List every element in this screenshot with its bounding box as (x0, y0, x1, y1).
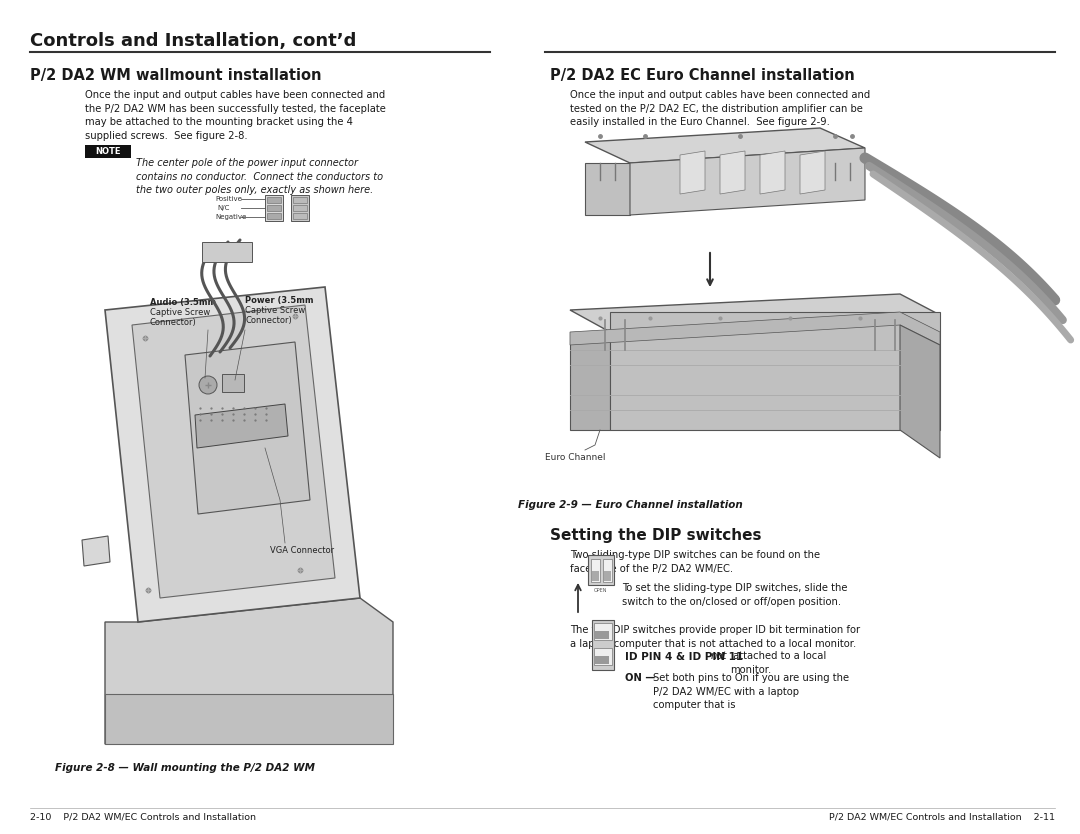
Text: Negative: Negative (215, 214, 246, 220)
Text: Setting the DIP switches: Setting the DIP switches (550, 528, 761, 543)
Text: OPEN: OPEN (594, 588, 608, 593)
Polygon shape (132, 305, 335, 598)
Bar (293, 197, 307, 203)
Circle shape (199, 376, 217, 394)
Bar (267, 213, 281, 219)
Text: Positive: Positive (215, 196, 242, 202)
Text: Power (3.5mm: Power (3.5mm (245, 296, 313, 305)
Bar (591, 559, 600, 582)
Polygon shape (680, 151, 705, 194)
Polygon shape (105, 287, 360, 622)
Polygon shape (800, 151, 825, 194)
Text: NOTE: NOTE (95, 147, 121, 156)
Text: Connector): Connector) (245, 316, 292, 325)
Polygon shape (570, 312, 940, 345)
Polygon shape (185, 342, 310, 514)
Bar (222, 374, 244, 392)
Bar (595, 656, 609, 664)
Text: VGA Connector: VGA Connector (270, 546, 334, 555)
Text: not: not (711, 651, 727, 661)
Bar (202, 242, 252, 262)
Text: 2-10    P/2 DA2 WM/EC Controls and Installation: 2-10 P/2 DA2 WM/EC Controls and Installa… (30, 812, 256, 821)
Text: The center pole of the power input connector
contains no conductor.  Connect the: The center pole of the power input conne… (136, 158, 383, 195)
Text: Set both pins to On if you are using the
P/2 DA2 WM/EC with a laptop
computer th: Set both pins to On if you are using the… (653, 673, 849, 711)
Bar (293, 205, 307, 211)
Bar (588, 555, 615, 585)
Text: Euro Channel: Euro Channel (545, 453, 606, 462)
Text: ON —: ON — (625, 673, 656, 683)
Bar (85, 145, 131, 158)
Text: Figure 2-9 — Euro Channel installation: Figure 2-9 — Euro Channel installation (517, 500, 742, 510)
Polygon shape (720, 151, 745, 194)
Bar (603, 559, 612, 582)
Polygon shape (760, 151, 785, 194)
Text: To set the sliding-type DIP switches, slide the
switch to the on/closed or off/o: To set the sliding-type DIP switches, sl… (622, 583, 848, 606)
Text: Figure 2-8 — Wall mounting the P/2 DA2 WM: Figure 2-8 — Wall mounting the P/2 DA2 W… (55, 763, 315, 773)
Text: P/2 DA2 WM wallmount installation: P/2 DA2 WM wallmount installation (30, 68, 322, 83)
Polygon shape (195, 404, 288, 448)
Bar (594, 648, 612, 665)
Text: P/2 DA2 EC Euro Channel installation: P/2 DA2 EC Euro Channel installation (550, 68, 854, 83)
Text: Audio (3.5mm: Audio (3.5mm (150, 298, 216, 307)
Bar (293, 213, 307, 219)
Bar (592, 620, 615, 670)
Text: The two DIP switches provide proper ID bit termination for
a laptop computer tha: The two DIP switches provide proper ID b… (570, 625, 860, 649)
Text: Controls and Installation, cont’d: Controls and Installation, cont’d (30, 32, 356, 50)
Text: Two sliding-type DIP switches can be found on the
faceplate of the P/2 DA2 WM/EC: Two sliding-type DIP switches can be fou… (570, 550, 820, 574)
Text: Once the input and output cables have been connected and
tested on the P/2 DA2 E: Once the input and output cables have be… (570, 90, 870, 128)
Bar (610, 312, 940, 430)
Text: P/2 DA2 WM/EC Controls and Installation    2-11: P/2 DA2 WM/EC Controls and Installation … (829, 812, 1055, 821)
Text: ID PIN 4 & ID PIN 11: ID PIN 4 & ID PIN 11 (625, 652, 743, 662)
Polygon shape (585, 128, 865, 163)
Bar (604, 571, 611, 581)
Text: attached to a local
monitor.: attached to a local monitor. (730, 651, 826, 675)
Text: ID PIN 11: ID PIN 11 (593, 642, 611, 646)
Text: Once the input and output cables have been connected and
the P/2 DA2 WM has been: Once the input and output cables have be… (85, 90, 386, 141)
Text: ID PIN 5: ID PIN 5 (593, 667, 609, 671)
Bar (265, 195, 283, 221)
Polygon shape (82, 536, 110, 566)
Text: N/C: N/C (217, 205, 229, 211)
Polygon shape (630, 148, 865, 215)
Bar (592, 571, 599, 581)
Polygon shape (105, 598, 393, 744)
Polygon shape (570, 332, 610, 430)
Text: Captive Screw: Captive Screw (245, 306, 306, 315)
Polygon shape (585, 163, 630, 215)
Bar (267, 205, 281, 211)
Bar (595, 631, 609, 639)
Text: Connector): Connector) (150, 318, 197, 327)
Bar (105, 694, 393, 744)
Bar (594, 623, 612, 640)
Text: Captive Screw: Captive Screw (150, 308, 211, 317)
Polygon shape (570, 294, 940, 332)
Bar (291, 195, 309, 221)
Bar (267, 197, 281, 203)
Polygon shape (900, 325, 940, 458)
